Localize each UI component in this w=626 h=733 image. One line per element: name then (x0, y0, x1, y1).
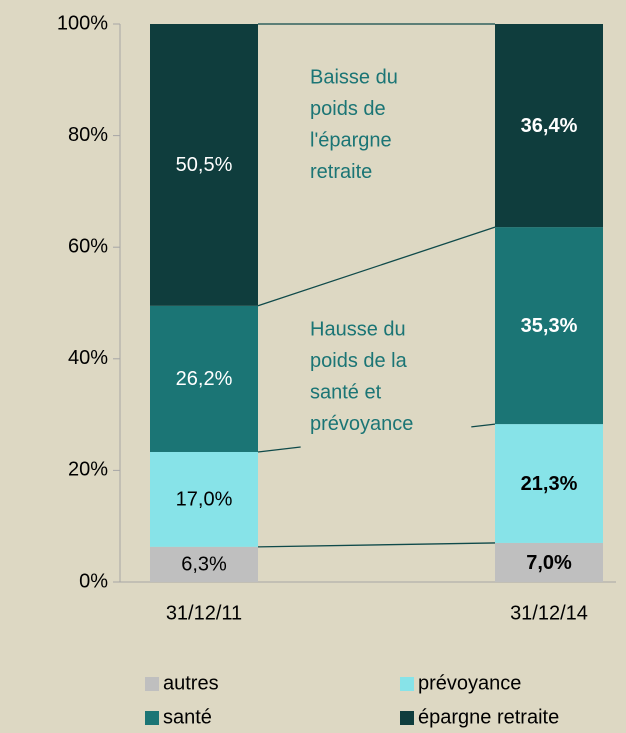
bar-segment (150, 451, 258, 547)
value-label: 36,4% (521, 115, 578, 137)
y-tick-label: 20% (68, 459, 108, 481)
legend-label: autres (163, 672, 219, 694)
y-tick-label: 80% (68, 124, 108, 146)
y-tick-label: 0% (79, 570, 108, 592)
annotation: poids de (310, 98, 386, 120)
legend-swatch (145, 711, 159, 725)
y-tick-label: 60% (68, 235, 108, 257)
annotation: Hausse du (310, 318, 406, 340)
bar-segment (495, 24, 603, 228)
value-label: 35,3% (521, 315, 578, 337)
annotation: Baisse du (310, 66, 398, 88)
legend-label: épargne retraite (418, 706, 559, 728)
bar-segment (150, 305, 258, 452)
y-tick-label: 40% (68, 347, 108, 369)
annotation: santé et (310, 381, 382, 403)
annotation: prévoyance (310, 413, 413, 435)
y-tick-label: 100% (57, 12, 108, 34)
connector-line (257, 446, 301, 453)
connector-line (257, 226, 496, 307)
x-tick-label: 31/12/11 (166, 602, 242, 624)
legend-swatch (400, 677, 414, 691)
x-tick-label: 31/12/14 (510, 602, 588, 624)
legend-label: santé (163, 706, 212, 728)
legend-label: prévoyance (418, 672, 521, 694)
value-label: 50,5% (176, 154, 233, 176)
annotation: l'épargne (310, 129, 392, 151)
connector-line (471, 423, 496, 428)
bar-segment (495, 542, 603, 582)
value-label: 17,0% (176, 489, 233, 511)
value-label: 6,3% (181, 554, 227, 576)
legend-swatch (145, 677, 159, 691)
connector-line (257, 542, 496, 548)
bar-segment (495, 227, 603, 425)
bar-segment (150, 24, 258, 306)
annotation: poids de la (310, 350, 408, 372)
value-label: 21,3% (521, 473, 578, 495)
legend-swatch (400, 711, 414, 725)
value-label: 26,2% (176, 368, 233, 390)
annotation: retraite (310, 161, 372, 183)
bar-segment (495, 424, 603, 543)
bar-segment (150, 546, 258, 582)
value-label: 7,0% (526, 552, 572, 574)
